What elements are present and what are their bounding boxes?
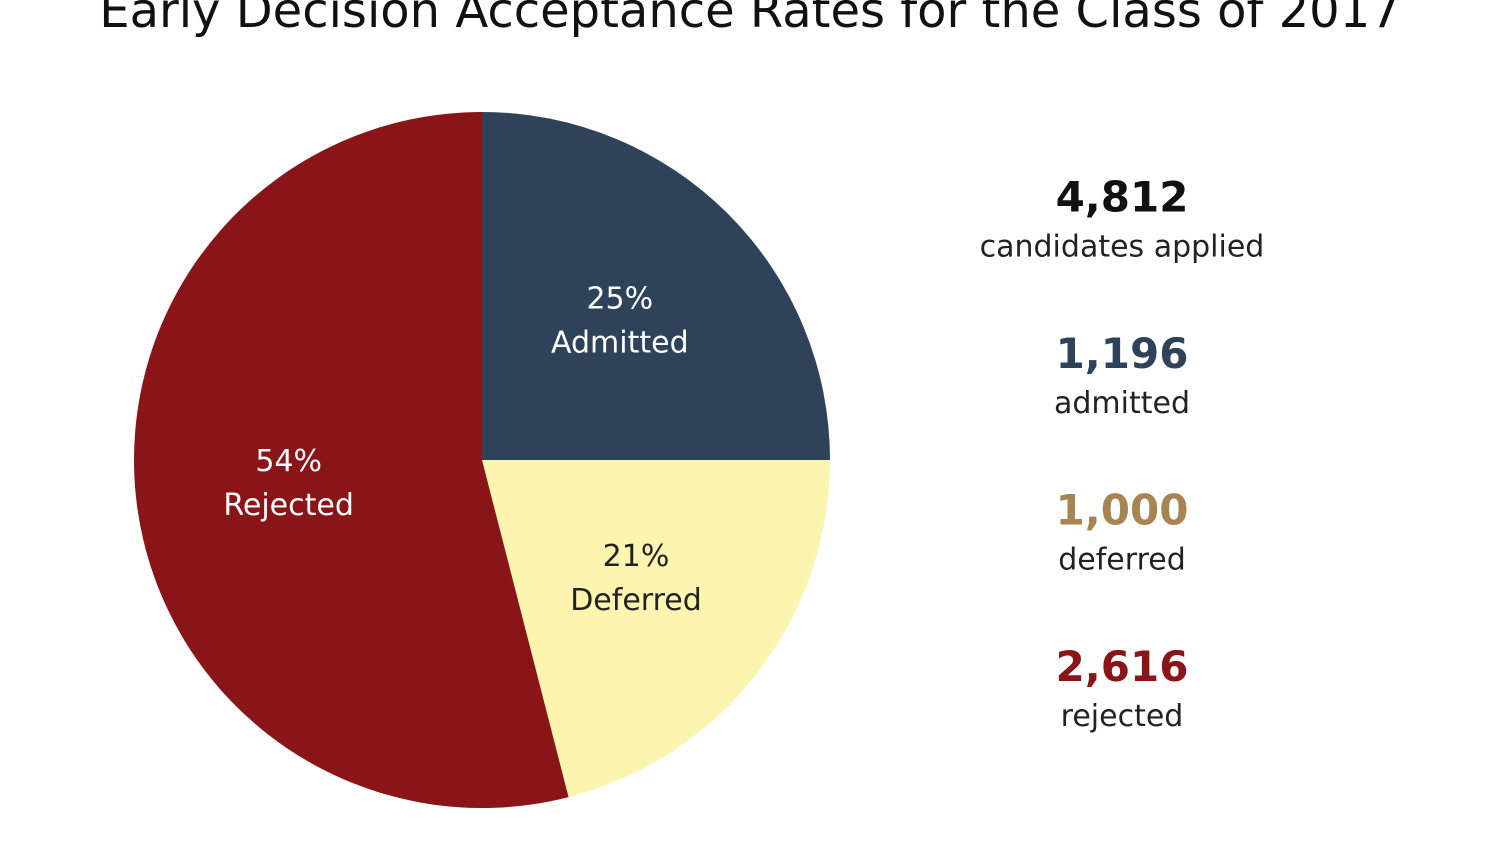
pie-slice xyxy=(133,112,569,809)
stat-number: 1,000 xyxy=(1056,486,1189,535)
stat-number: 4,812 xyxy=(1056,173,1189,222)
slice-value-label: 54% xyxy=(255,444,322,479)
stat-label: deferred xyxy=(1058,543,1186,578)
stat-number: 1,196 xyxy=(1056,329,1189,378)
pie-slice xyxy=(482,112,830,460)
stat-label: rejected xyxy=(1061,699,1184,734)
pie-slice xyxy=(482,460,830,798)
stat-label: admitted xyxy=(1054,386,1190,421)
slice-value-label: 25% xyxy=(586,282,653,317)
stat-number: 2,616 xyxy=(1056,642,1189,691)
chart-title: Early Decision Acceptance Rates for the … xyxy=(99,0,1401,39)
slice-category-label: Admitted xyxy=(551,326,689,361)
stat-label: candidates applied xyxy=(980,230,1265,265)
slice-category-label: Deferred xyxy=(570,583,702,618)
slice-value-label: 21% xyxy=(603,539,670,574)
slice-category-label: Rejected xyxy=(223,488,354,523)
